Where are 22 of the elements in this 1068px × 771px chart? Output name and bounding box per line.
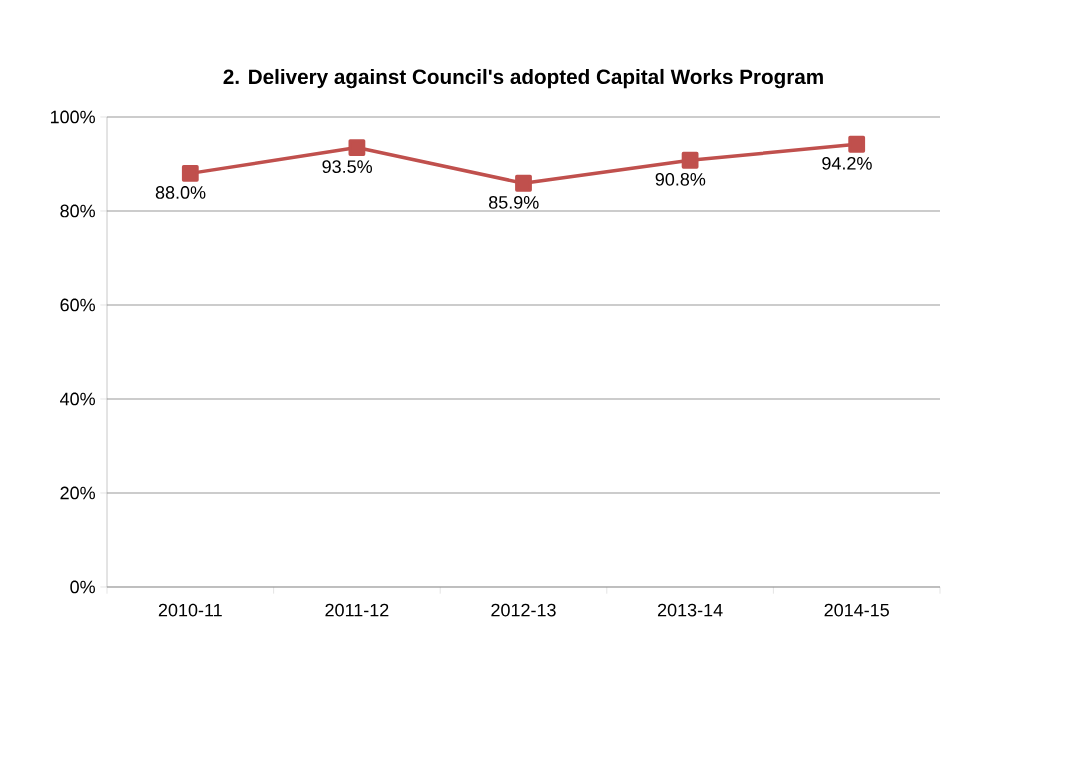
data-label: 85.9%	[488, 195, 539, 209]
x-tick-label: 2014-15	[824, 603, 889, 617]
chart-title: 2. Delivery against Council's adopted Capital Works Program	[223, 68, 823, 89]
data-label: 94.2%	[822, 156, 872, 170]
x-tick-label: 2011-12	[325, 603, 389, 617]
x-tick-label: 2012-13	[491, 603, 556, 617]
point	[848, 135, 866, 153]
y-tick-label: 0%	[70, 580, 95, 594]
x-tick-label: 2013-14	[657, 603, 723, 617]
data-label: 90.8%	[655, 172, 706, 186]
y-tick-label: 80%	[60, 204, 95, 218]
y-tick-label: 40%	[60, 392, 95, 406]
y-tick-label: 100%	[50, 110, 95, 124]
y-tick-label: 60%	[60, 298, 95, 312]
x-tick-label: 2010-11	[158, 603, 222, 617]
data-label: 88.0%	[155, 186, 206, 199]
point	[181, 164, 199, 182]
y-tick-label: 20%	[60, 486, 95, 500]
point	[681, 151, 699, 169]
point	[515, 174, 532, 192]
data-label: 93.5%	[322, 160, 373, 173]
point	[348, 139, 366, 156]
